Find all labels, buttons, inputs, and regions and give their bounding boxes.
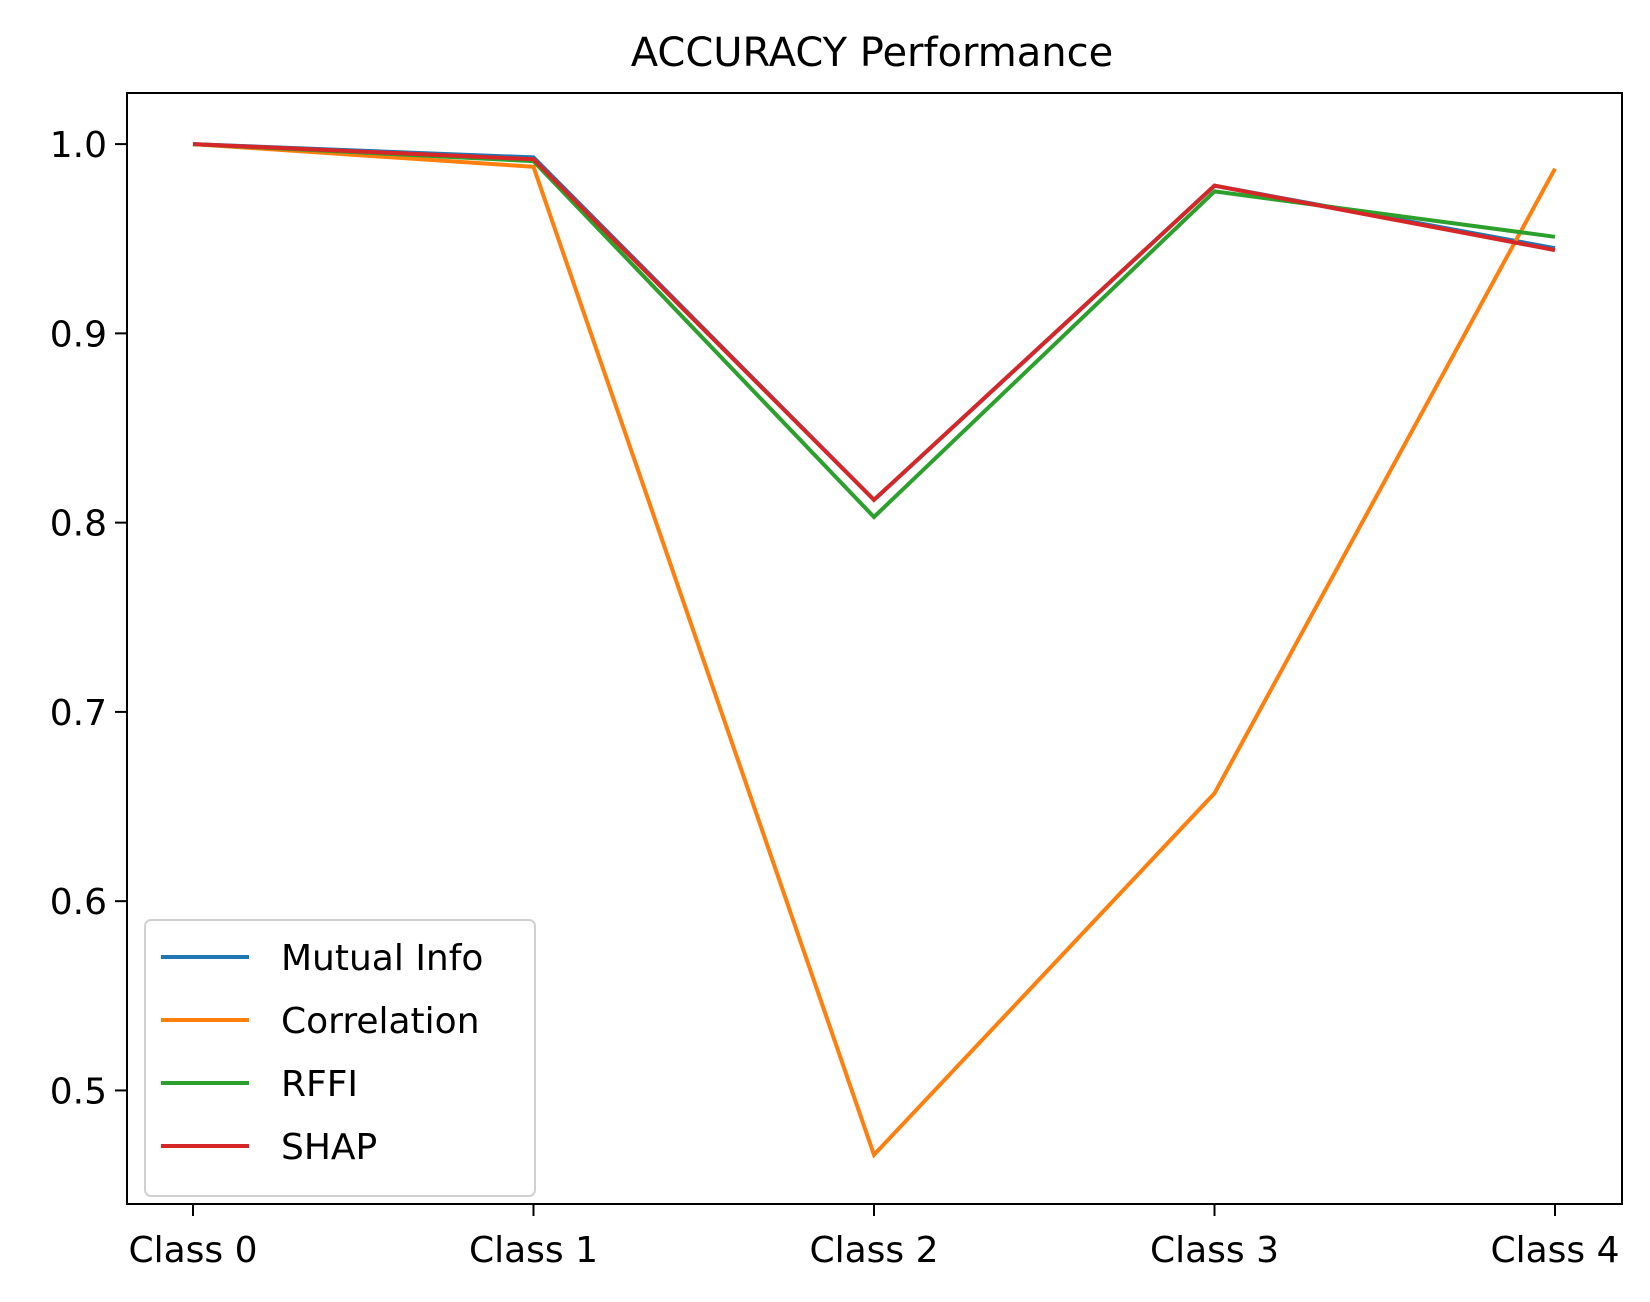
y-tick-label: 0.7 bbox=[50, 693, 107, 734]
x-tick-label: Class 4 bbox=[1490, 1230, 1619, 1271]
legend-label: RFFI bbox=[281, 1064, 358, 1105]
series-layer bbox=[192, 142, 1557, 1159]
x-tick-label: Class 0 bbox=[128, 1230, 257, 1271]
legend-label: Correlation bbox=[281, 1001, 480, 1042]
legend: Mutual Info Correlation RFFI SHAP bbox=[144, 919, 536, 1197]
x-axis: Class 0 Class 1 Class 2 Class 3 Class 4 bbox=[128, 1204, 1620, 1271]
y-axis: 0.5 0.6 0.7 0.8 0.9 1.0 bbox=[50, 125, 127, 1112]
x-tick-label: Class 1 bbox=[469, 1230, 598, 1271]
y-tick-label: 0.8 bbox=[50, 504, 107, 545]
y-tick-label: 0.6 bbox=[50, 882, 107, 923]
chart-title: ACCURACY Performance bbox=[631, 30, 1113, 76]
legend-label: SHAP bbox=[281, 1127, 377, 1168]
legend-label: Mutual Info bbox=[281, 938, 483, 979]
y-tick-label: 1.0 bbox=[50, 125, 107, 166]
legend-box bbox=[144, 919, 536, 1197]
y-tick-label: 0.9 bbox=[50, 314, 107, 355]
y-tick-label: 0.5 bbox=[50, 1071, 107, 1112]
x-tick-label: Class 2 bbox=[809, 1230, 938, 1271]
x-tick-label: Class 3 bbox=[1150, 1230, 1279, 1271]
